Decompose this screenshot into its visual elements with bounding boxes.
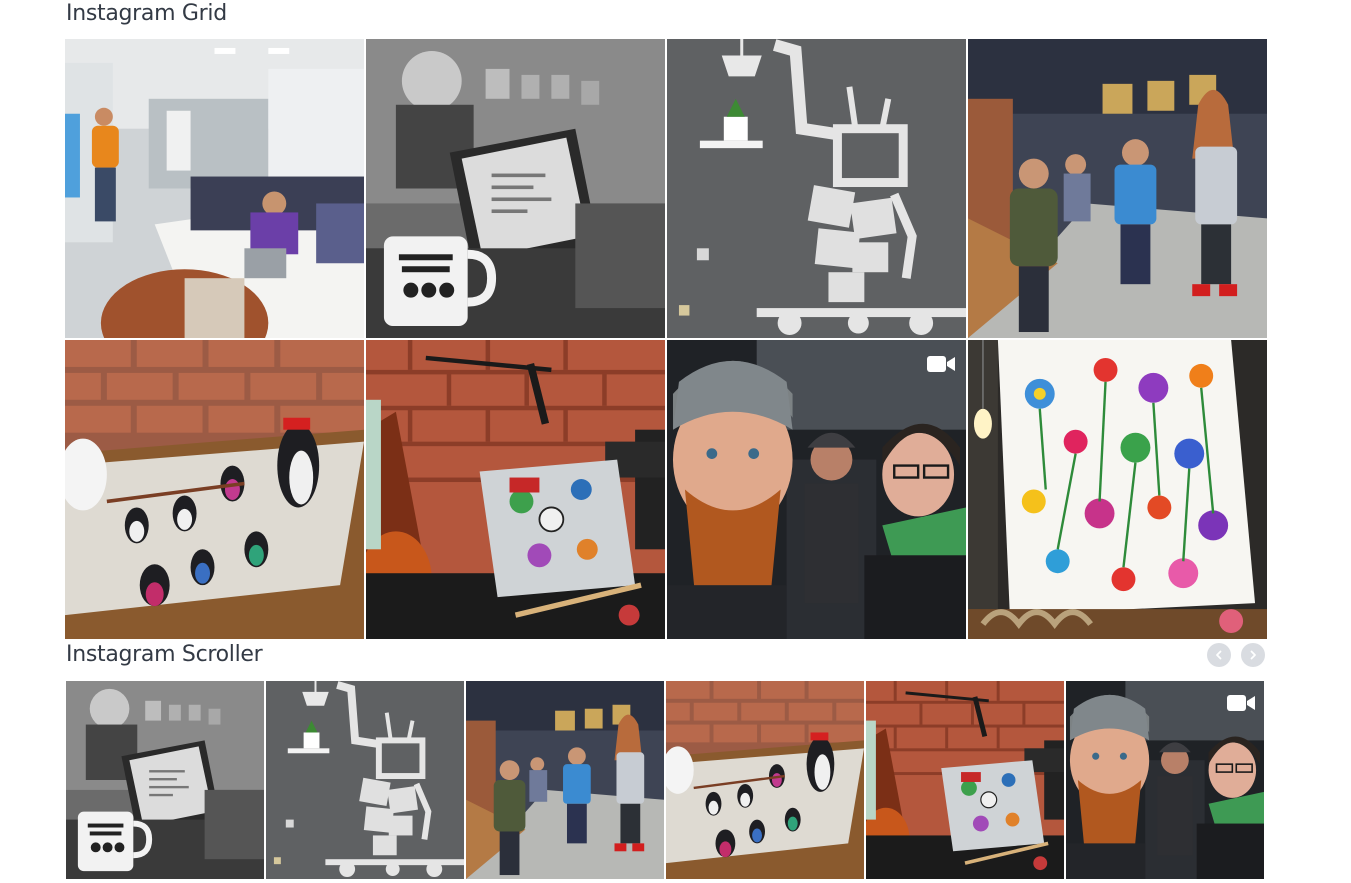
- grid-photo-6[interactable]: [366, 340, 665, 639]
- instagram-photo: [65, 39, 364, 338]
- instagram-photo: [266, 681, 464, 879]
- instagram-photo: [65, 340, 364, 639]
- instagram-photo: [667, 340, 966, 639]
- video-camera-icon: [927, 356, 955, 372]
- grid-photo-5[interactable]: [65, 340, 364, 639]
- instagram-photo: [366, 39, 665, 338]
- instagram-photo: [968, 39, 1267, 338]
- scroller-next-button[interactable]: [1241, 643, 1265, 667]
- instagram-grid-title: Instagram Grid: [66, 1, 227, 26]
- scroller-photo-2[interactable]: [266, 681, 464, 879]
- scroller-photo-5[interactable]: [866, 681, 1064, 879]
- scroller-photo-6[interactable]: [1066, 681, 1264, 879]
- instagram-photo: [366, 340, 665, 639]
- scroller-photo-3[interactable]: [466, 681, 664, 879]
- instagram-photo: [466, 681, 664, 879]
- instagram-photo: [1066, 681, 1264, 879]
- instagram-photo: [968, 340, 1267, 639]
- grid-photo-4[interactable]: [968, 39, 1267, 338]
- grid-photo-2[interactable]: [366, 39, 665, 338]
- video-camera-icon: [1227, 695, 1255, 711]
- grid-photo-7[interactable]: [667, 340, 966, 639]
- instagram-scroller-title: Instagram Scroller: [66, 642, 263, 667]
- grid-photo-1[interactable]: [65, 39, 364, 338]
- instagram-photo: [66, 681, 264, 879]
- chevron-left-icon: [1216, 650, 1222, 660]
- instagram-photo: [866, 681, 1064, 879]
- chevron-right-icon: [1250, 650, 1256, 660]
- instagram-photo: [666, 681, 864, 879]
- scroller-prev-button[interactable]: [1207, 643, 1231, 667]
- grid-photo-8[interactable]: [968, 340, 1267, 639]
- grid-photo-3[interactable]: [667, 39, 966, 338]
- scroller-photo-4[interactable]: [666, 681, 864, 879]
- instagram-photo: [667, 39, 966, 338]
- instagram-scroller[interactable]: [66, 681, 1264, 879]
- instagram-grid: [65, 39, 1267, 639]
- scroller-photo-1[interactable]: [66, 681, 264, 879]
